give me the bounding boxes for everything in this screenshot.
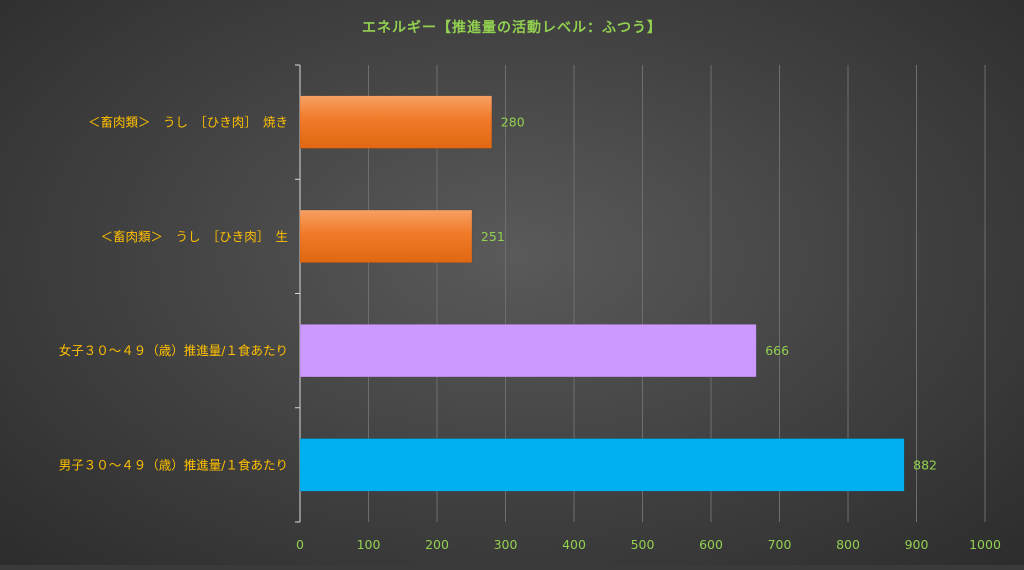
x-tick-label-600: 600 — [699, 537, 723, 552]
x-tick-label-400: 400 — [562, 537, 586, 552]
x-tick-label-300: 300 — [494, 537, 518, 552]
labels: 280 ＜畜肉類＞ うし ［ひき肉］ 焼き 251 ＜畜肉類＞ うし ［ひき肉］ 生 6… — [59, 115, 1001, 552]
bar-1 — [299, 209, 473, 263]
data-label-0: 280 — [501, 115, 525, 130]
bars — [299, 95, 905, 492]
bar-3 — [299, 438, 905, 492]
bar-2 — [299, 324, 757, 378]
x-tick-label-200: 200 — [425, 537, 449, 552]
chart-title: エネルギー【推進量の活動レベル：ふつう】 — [362, 19, 662, 36]
x-tick-label-900: 900 — [905, 537, 929, 552]
data-label-2: 666 — [765, 343, 789, 358]
x-tick-label-700: 700 — [768, 537, 792, 552]
x-tick-label-100: 100 — [357, 537, 381, 552]
data-label-1: 251 — [481, 229, 505, 244]
x-tick-label-0: 0 — [296, 537, 304, 552]
bar-0 — [299, 95, 493, 149]
category-label-0: ＜畜肉類＞ うし ［ひき肉］ 焼き — [88, 115, 288, 130]
x-tick-label-800: 800 — [836, 537, 860, 552]
category-label-1: ＜畜肉類＞ うし ［ひき肉］ 生 — [100, 229, 288, 244]
category-label-3: 男子３０～４９（歳）推進量/１食あたり — [59, 457, 288, 472]
category-axis — [295, 64, 301, 523]
category-label-2: 女子３０～４９（歳）推進量/１食あたり — [59, 343, 288, 358]
data-label-3: 882 — [913, 457, 937, 472]
x-tick-label-500: 500 — [631, 537, 655, 552]
x-tick-label-1000: 1000 — [969, 537, 1001, 552]
